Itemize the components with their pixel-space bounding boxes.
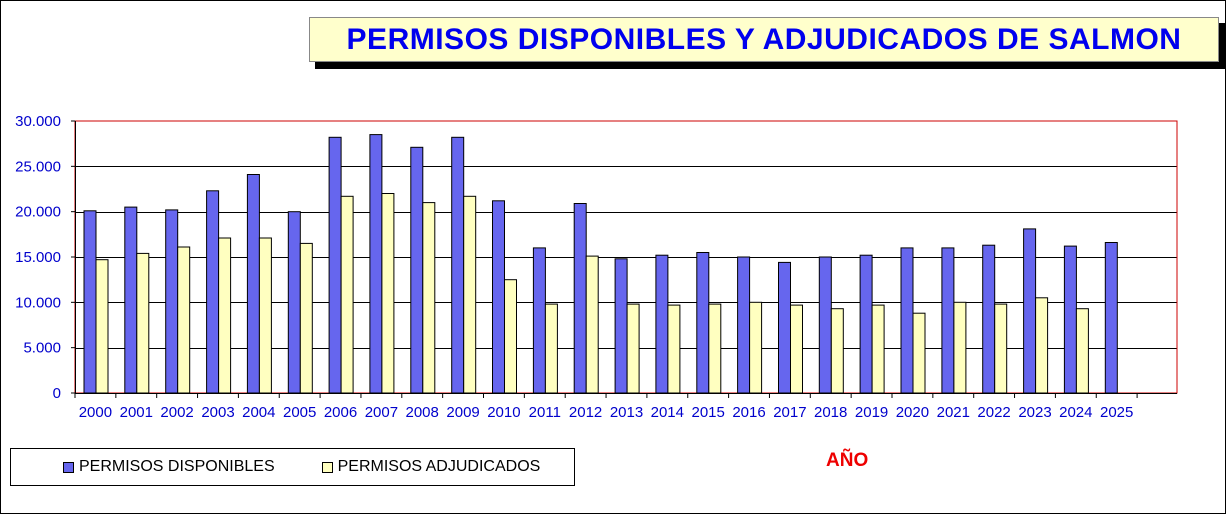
bar-adjudicados-2000 <box>95 259 109 394</box>
bar-adjudicados-2003 <box>218 237 232 394</box>
x-tick-label: 2008 <box>406 404 439 421</box>
x-tick-label: 2011 <box>529 404 561 421</box>
bar-adjudicados-2010 <box>504 279 517 394</box>
x-tick-label: 2013 <box>610 404 643 421</box>
bar-disponibles-2011 <box>532 247 546 394</box>
bar-adjudicados-2020 <box>912 312 926 394</box>
bar-disponibles-2024 <box>1063 245 1077 394</box>
x-tick-label: 2017 <box>773 404 806 421</box>
legend-swatch-adjudicados <box>321 461 333 473</box>
bar-disponibles-2010 <box>492 200 505 394</box>
x-tick-label: 2004 <box>242 404 275 421</box>
chart-title: PERMISOS DISPONIBLES Y ADJUDICADOS DE SA… <box>309 17 1219 62</box>
bar-adjudicados-2013 <box>626 303 640 394</box>
x-tick-label: 2022 <box>977 404 1010 421</box>
y-tick-label: 15.000 <box>15 249 61 266</box>
bar-adjudicados-2024 <box>1075 308 1089 394</box>
bar-adjudicados-2001 <box>136 252 150 394</box>
legend-swatch-disponibles <box>63 461 74 473</box>
x-axis-title: AÑO <box>826 450 869 471</box>
x-tick-label: 2018 <box>814 404 847 421</box>
bar-series-group <box>83 134 1118 394</box>
bar-disponibles-2020 <box>900 247 914 394</box>
bar-disponibles-2013 <box>614 258 628 394</box>
bar-disponibles-2015 <box>696 252 710 394</box>
bar-disponibles-2003 <box>206 190 220 394</box>
x-tick-label: 2016 <box>732 404 765 421</box>
y-tick-label: 20.000 <box>15 204 61 221</box>
x-tick-label: 2014 <box>651 404 684 421</box>
bar-adjudicados-2014 <box>667 304 681 394</box>
bar-adjudicados-2022 <box>994 303 1008 394</box>
bar-adjudicados-2009 <box>463 195 477 394</box>
bar-adjudicados-2018 <box>830 308 844 394</box>
bar-disponibles-2005 <box>287 211 301 394</box>
x-tick-label: 2010 <box>487 404 520 421</box>
legend-label-adjudicados: PERMISOS ADJUDICADOS <box>337 458 541 475</box>
y-tick-label: 0 <box>53 385 61 402</box>
legend: PERMISOS DISPONIBLES PERMISOS ADJUDICADO… <box>10 448 575 486</box>
x-tick-label: 2001 <box>120 404 153 421</box>
bar-disponibles-2023 <box>1023 228 1037 394</box>
bar-disponibles-2025 <box>1104 242 1118 394</box>
y-tick-label: 5.000 <box>23 340 61 357</box>
bar-adjudicados-2011 <box>544 303 558 394</box>
bar-disponibles-2001 <box>124 206 138 394</box>
y-tick-label: 30.000 <box>15 113 61 130</box>
x-tick-label: 2020 <box>896 404 929 421</box>
bar-disponibles-2012 <box>573 203 587 394</box>
bar-disponibles-2019 <box>859 254 873 394</box>
x-tick-label: 2021 <box>937 404 970 421</box>
bar-disponibles-2004 <box>246 174 260 394</box>
bar-adjudicados-2005 <box>299 242 313 394</box>
x-tick-label: 2007 <box>365 404 398 421</box>
x-tick-label: 2024 <box>1059 404 1092 421</box>
bar-adjudicados-2007 <box>381 193 395 394</box>
bar-disponibles-2006 <box>328 136 342 394</box>
bar-disponibles-2018 <box>818 256 832 394</box>
bar-disponibles-2009 <box>451 136 465 394</box>
legend-label-disponibles: PERMISOS DISPONIBLES <box>79 458 275 475</box>
bar-adjudicados-2004 <box>258 237 272 394</box>
bar-disponibles-2008 <box>410 146 424 394</box>
bar-disponibles-2016 <box>737 256 751 394</box>
y-tick-label: 10.000 <box>15 294 61 311</box>
x-tick-label: 2009 <box>446 404 479 421</box>
bar-adjudicados-2008 <box>422 202 436 394</box>
bar-adjudicados-2002 <box>177 246 191 394</box>
x-tick-label: 2003 <box>201 404 234 421</box>
x-tick-label: 2006 <box>324 404 357 421</box>
legend-item-disponibles: PERMISOS DISPONIBLES <box>63 458 275 476</box>
bar-adjudicados-2015 <box>708 303 722 394</box>
x-tick-label: 2002 <box>160 404 193 421</box>
x-axis-ticks: 2000 2001 2002 2003 2004 2005 2006 2007 2008 2009… <box>74 393 1138 421</box>
bar-disponibles-2017 <box>778 261 791 394</box>
legend-item-adjudicados: PERMISOS ADJUDICADOS <box>321 458 541 476</box>
bar-adjudicados-2019 <box>871 304 885 394</box>
bar-disponibles-2007 <box>369 134 383 394</box>
bar-adjudicados-2016 <box>749 301 763 394</box>
x-tick-label: 2005 <box>283 404 316 421</box>
x-tick-label: 2015 <box>692 404 725 421</box>
bar-disponibles-2014 <box>655 254 669 394</box>
y-tick-label: 25.000 <box>15 158 61 175</box>
bar-disponibles-2022 <box>982 244 996 394</box>
bar-disponibles-2000 <box>83 210 97 394</box>
x-tick-label: 2023 <box>1018 404 1051 421</box>
bar-adjudicados-2006 <box>340 195 354 394</box>
x-tick-label: 2000 <box>79 404 112 421</box>
bar-disponibles-2002 <box>165 209 179 394</box>
x-tick-label: 2025 <box>1100 404 1133 421</box>
y-axis-ticks: 0 5.000 10.000 15.000 20.000 25.000 30.000 <box>15 113 75 402</box>
bar-adjudicados-2023 <box>1035 297 1049 394</box>
x-tick-label: 2019 <box>855 404 888 421</box>
bar-adjudicados-2012 <box>585 255 599 394</box>
bar-adjudicados-2017 <box>790 304 803 394</box>
x-tick-label: 2012 <box>569 404 602 421</box>
bar-adjudicados-2021 <box>953 301 967 394</box>
bar-disponibles-2021 <box>941 247 955 394</box>
